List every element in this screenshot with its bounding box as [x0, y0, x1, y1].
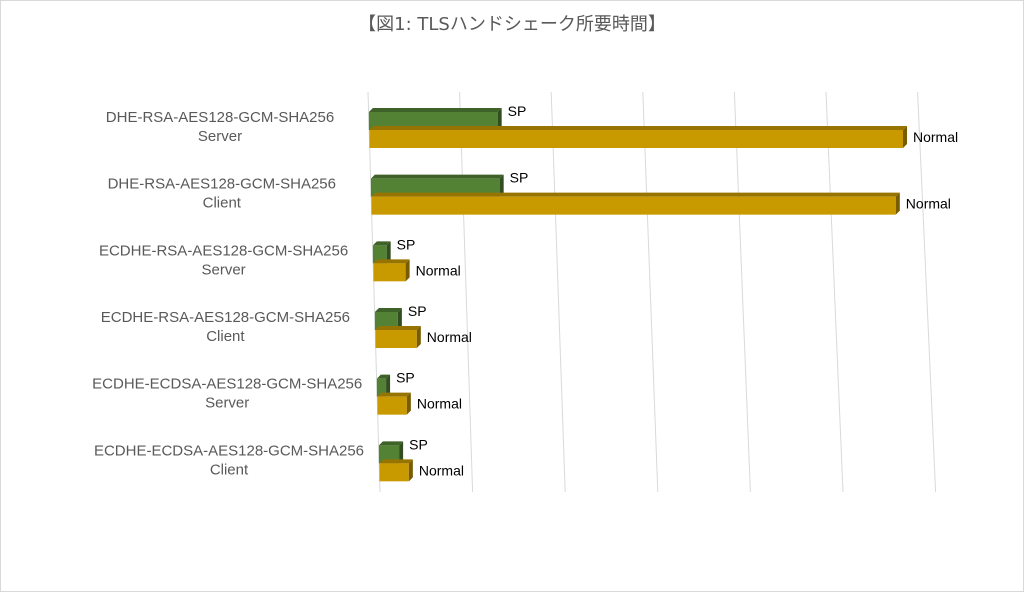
bar-top-face	[372, 241, 391, 246]
bar-side-face	[399, 441, 404, 464]
data-label-sp: SP	[396, 370, 415, 386]
bar-normal	[371, 192, 900, 215]
bar-front-face	[369, 130, 904, 148]
gridline	[733, 91, 751, 493]
bar-front-face	[375, 330, 417, 348]
gridline	[550, 91, 566, 493]
bar-top-face	[368, 108, 502, 112]
bar-front-face	[379, 463, 409, 482]
category-label: ECDHE-ECDSA-AES128-GCM-SHA256	[92, 376, 362, 393]
category-label: ECDHE-RSA-AES128-GCM-SHA256	[99, 242, 348, 259]
bar-sp	[370, 174, 504, 197]
bar-side-face	[406, 392, 411, 415]
data-label-normal: Normal	[913, 129, 958, 145]
bar-top-face	[370, 174, 504, 179]
bar-top-face	[376, 374, 391, 379]
bar-front-face	[370, 178, 500, 197]
bar-front-face	[372, 245, 387, 264]
bar-sp	[378, 441, 404, 464]
bar-front-face	[376, 378, 387, 397]
bar-front-face	[374, 312, 398, 330]
bar-front-face	[377, 396, 407, 415]
bar-sp	[372, 241, 391, 264]
data-label-sp: SP	[409, 436, 428, 452]
bar-normal	[377, 392, 411, 415]
bar-side-face	[497, 108, 502, 130]
bar-side-face	[499, 174, 504, 197]
data-label-sp: SP	[408, 303, 427, 319]
category-label: Server	[205, 395, 249, 412]
category-labels: SPNormalDHE-RSA-AES128-GCM-SHA256ServerS…	[92, 103, 958, 478]
gridline	[642, 91, 659, 493]
category-label: DHE-RSA-AES128-GCM-SHA256	[106, 109, 334, 126]
data-label-normal: Normal	[419, 462, 464, 478]
bar-side-face	[386, 374, 391, 397]
bar-top-face	[378, 441, 404, 446]
bar-side-face	[416, 326, 421, 348]
category-label: ECDHE-RSA-AES128-GCM-SHA256	[101, 309, 350, 326]
bar-side-face	[408, 459, 413, 482]
bar-normal	[369, 126, 908, 148]
gridline	[459, 91, 474, 493]
data-label-sp: SP	[510, 170, 529, 186]
bar-top-face	[373, 259, 410, 264]
category-label: Server	[198, 128, 242, 145]
category-label: Client	[203, 195, 242, 212]
category-label: ECDHE-ECDSA-AES128-GCM-SHA256	[94, 442, 364, 459]
gridline	[367, 91, 381, 493]
gridlines	[367, 91, 937, 493]
bar-front-face	[378, 445, 400, 464]
bars	[368, 108, 908, 482]
bar-sp	[368, 108, 502, 130]
data-label-normal: Normal	[417, 396, 462, 412]
data-label-sp: SP	[397, 236, 416, 252]
bar-side-face	[397, 308, 402, 330]
bar-normal	[379, 459, 413, 482]
bar-side-face	[405, 259, 410, 282]
bar-front-face	[373, 263, 406, 282]
bar-front-face	[368, 112, 498, 130]
bar-top-face	[379, 459, 413, 464]
category-label: DHE-RSA-AES128-GCM-SHA256	[108, 176, 336, 193]
bar-side-face	[903, 126, 908, 148]
chart-title: 【図1: TLSハンドシェーク所要時間】	[358, 14, 666, 35]
bar-top-face	[374, 308, 402, 312]
bar-top-face	[369, 126, 908, 130]
category-label: Server	[202, 261, 246, 278]
bar-normal	[375, 326, 421, 348]
gridline	[825, 91, 844, 493]
bar-side-face	[386, 241, 391, 264]
bar-sp	[376, 374, 391, 397]
category-label: Client	[210, 461, 249, 478]
bar-front-face	[371, 196, 896, 215]
bar-top-face	[371, 192, 900, 197]
bar-side-face	[895, 192, 900, 215]
bar-sp	[374, 308, 402, 330]
data-label-sp: SP	[508, 103, 527, 119]
bar-top-face	[377, 392, 411, 397]
data-label-normal: Normal	[906, 196, 951, 212]
category-label: Client	[206, 328, 245, 345]
data-label-normal: Normal	[416, 262, 461, 278]
bar-normal	[373, 259, 410, 282]
data-label-normal: Normal	[427, 329, 472, 345]
bar-top-face	[375, 326, 421, 330]
gridline	[917, 91, 937, 493]
